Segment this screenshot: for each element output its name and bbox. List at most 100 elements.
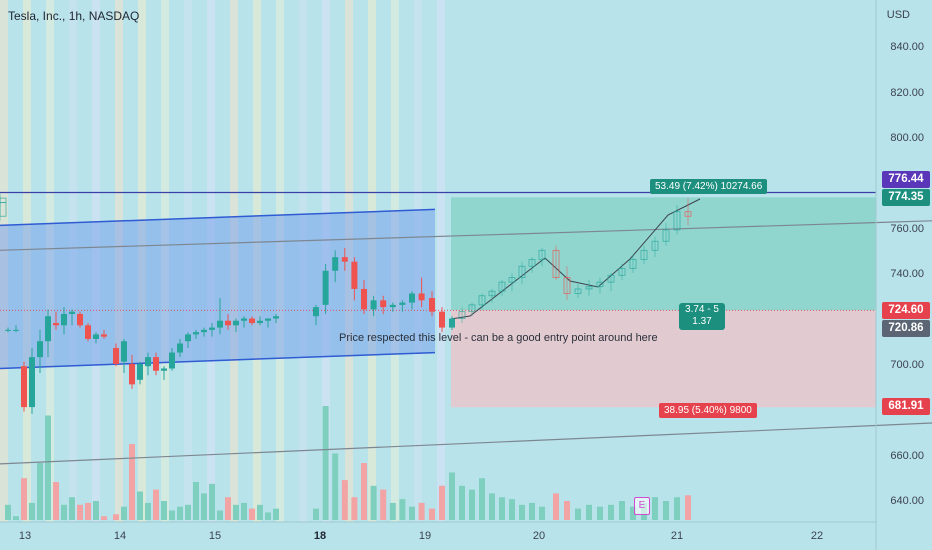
volume-bar <box>113 514 119 520</box>
target-stats-label: 53.49 (7.42%) 10274.66 <box>650 179 768 194</box>
channel-fill <box>0 209 435 369</box>
session-band <box>230 0 238 522</box>
volume-bar <box>85 502 91 520</box>
volume-bar <box>608 504 614 520</box>
volume-bar <box>399 499 406 520</box>
volume-bar <box>21 478 27 520</box>
volume-bar <box>663 501 669 520</box>
candle-body <box>528 259 536 267</box>
price-tick: 760.00 <box>890 223 924 235</box>
volume-bar <box>53 482 59 520</box>
time-tick: 21 <box>670 530 684 542</box>
volume-bar <box>469 489 475 520</box>
candle-body <box>458 311 466 319</box>
volume-bar <box>137 491 143 520</box>
session-band <box>207 0 215 522</box>
volume-bar <box>13 516 19 520</box>
candle-body <box>53 323 59 326</box>
volume-bar <box>77 504 83 520</box>
candle-body <box>518 265 526 278</box>
candle-body <box>77 313 83 326</box>
price-tick: 800.00 <box>890 132 924 144</box>
volume-bar <box>630 506 636 520</box>
session-band <box>184 0 192 522</box>
candle-body <box>418 293 425 301</box>
session-band <box>138 0 146 522</box>
session-band <box>69 0 77 522</box>
candle-body <box>241 318 247 321</box>
candle-body <box>508 277 516 283</box>
risk-reward-ratio: 1.37 <box>692 316 712 327</box>
candle-body <box>169 352 175 369</box>
volume-bar <box>418 502 425 520</box>
candle-body <box>662 229 670 242</box>
candle-body <box>265 318 271 321</box>
stop-price-tag[interactable]: 681.91 <box>882 398 930 415</box>
candle-body <box>225 320 231 326</box>
session-band <box>299 0 307 522</box>
current-price-tag[interactable]: 720.86 <box>882 320 930 337</box>
time-tick: 15 <box>208 530 222 542</box>
candle-body <box>257 320 263 324</box>
candle-body <box>153 357 159 371</box>
volume-bar <box>249 508 255 520</box>
volume-bar <box>564 501 570 520</box>
volume-bar <box>193 482 199 520</box>
volume-bar <box>265 512 271 520</box>
volume-bar <box>5 504 11 520</box>
candle-body <box>185 334 191 342</box>
candle-body <box>399 302 406 305</box>
candle-body <box>468 304 476 313</box>
risk-reward-label[interactable]: 3.74 - 5 1.37 <box>679 303 725 330</box>
volume-bar <box>409 506 415 520</box>
session-band <box>368 0 376 522</box>
target-price-tag[interactable]: 774.35 <box>882 189 930 206</box>
candle-body <box>145 357 151 367</box>
volume-bar <box>209 483 215 520</box>
candle-body <box>0 197 7 204</box>
volume-bar <box>37 463 43 520</box>
session-band <box>0 0 8 522</box>
channel-lower-line <box>0 351 436 370</box>
volume-bar <box>575 508 581 520</box>
chart-annotation[interactable]: Price respected this level - can be a go… <box>339 332 658 344</box>
time-tick: 14 <box>113 530 127 542</box>
session-shading <box>0 0 445 522</box>
symbol-title[interactable]: Tesla, Inc., 1h, NASDAQ <box>8 9 140 23</box>
candle-body <box>574 288 582 294</box>
candle-body <box>233 320 239 326</box>
level-price-tag[interactable]: 776.44 <box>882 171 930 188</box>
volume-bar <box>101 516 107 520</box>
earnings-badge[interactable]: E <box>634 497 650 515</box>
volume-bar <box>273 508 279 520</box>
candle-body <box>13 329 19 331</box>
candles <box>0 193 692 414</box>
price-tick: 740.00 <box>890 268 924 280</box>
volume-bar <box>161 501 167 520</box>
candle-body <box>5 329 11 331</box>
volume-bar <box>93 501 99 520</box>
volume-bar <box>225 497 231 520</box>
candle-body <box>121 341 127 362</box>
candle-body <box>29 357 35 408</box>
candle-body <box>332 257 339 271</box>
volume-bar <box>685 495 691 520</box>
volume-bar <box>153 489 159 520</box>
candle-body <box>389 304 396 308</box>
volume-bar <box>129 444 135 520</box>
candle-body <box>322 270 329 305</box>
candle-body <box>585 286 593 290</box>
entry-price-tag[interactable]: 724.60 <box>882 302 930 319</box>
candle-body <box>651 240 659 251</box>
session-band <box>391 0 399 522</box>
candle-body <box>439 311 445 328</box>
candle-body <box>209 327 215 330</box>
stop-zone <box>451 310 876 408</box>
volume-bar <box>177 506 183 520</box>
volume-bar <box>674 497 680 520</box>
volume-bar <box>479 478 485 520</box>
price-tick: 700.00 <box>890 359 924 371</box>
session-band <box>92 0 100 522</box>
